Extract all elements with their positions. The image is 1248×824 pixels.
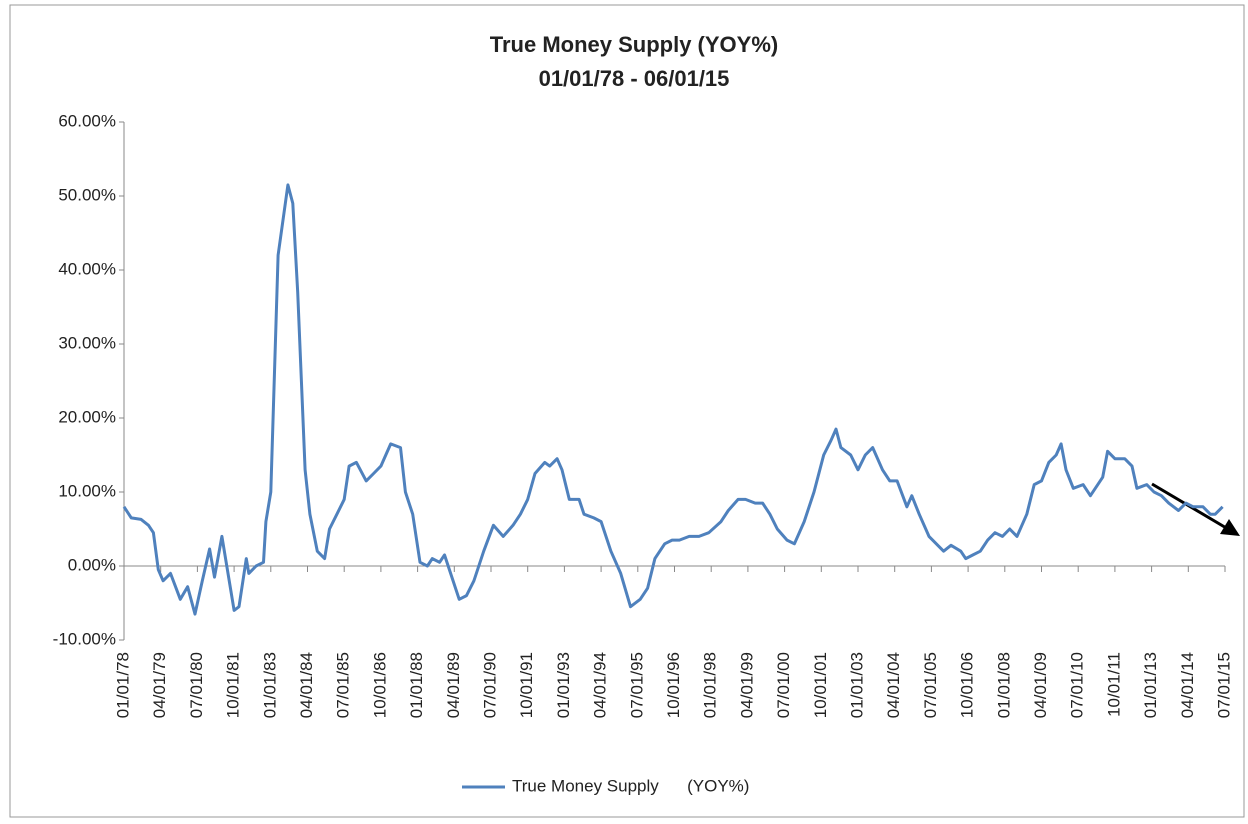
x-tick-label: 04/01/09 (1031, 652, 1050, 718)
y-tick-label: 30.00% (58, 333, 116, 352)
x-tick-label: 10/01/91 (517, 652, 536, 718)
x-tick-label: 01/01/03 (847, 652, 866, 718)
x-tick-label: 04/01/84 (297, 652, 316, 718)
x-tick-label: 10/01/86 (370, 652, 389, 718)
x-tick-label: 07/01/85 (334, 652, 353, 718)
x-tick-label: 07/01/80 (187, 652, 206, 718)
y-tick-label: 50.00% (58, 185, 116, 204)
chart-subtitle: 01/01/78 - 06/01/15 (539, 66, 730, 91)
chart-frame (9, 4, 1245, 818)
x-tick-label: 01/01/78 (113, 652, 132, 718)
x-tick-label: 01/01/88 (407, 652, 426, 718)
x-tick-label: 04/01/99 (737, 652, 756, 718)
y-tick-label: 40.00% (58, 259, 116, 278)
x-tick-label: 04/01/89 (444, 652, 463, 718)
x-tick-label: 10/01/01 (811, 652, 830, 718)
x-tick-label: 04/01/79 (150, 652, 169, 718)
x-tick-label: 04/01/14 (1178, 652, 1197, 718)
x-tick-label: 01/01/13 (1141, 652, 1160, 718)
y-tick-label: 10.00% (58, 481, 116, 500)
y-tick-label: 20.00% (58, 407, 116, 426)
legend-label: True Money Supply (YOY%) (512, 776, 749, 795)
y-tick-label: 60.00% (58, 111, 116, 130)
x-tick-label: 01/01/93 (554, 652, 573, 718)
x-tick-label: 10/01/96 (664, 652, 683, 718)
data-line (122, 183, 1224, 616)
y-tick-label: -10.00% (53, 629, 116, 648)
x-tick-label: 10/01/81 (224, 652, 243, 718)
x-tick-label: 07/01/05 (921, 652, 940, 718)
x-tick-label: 01/01/08 (994, 652, 1013, 718)
x-tick-label: 07/01/15 (1214, 652, 1233, 718)
x-tick-label: 07/01/90 (480, 652, 499, 718)
chart-title: True Money Supply (YOY%) (490, 32, 778, 57)
x-tick-label: 04/01/04 (884, 652, 903, 718)
y-tick-label: 0.00% (68, 555, 116, 574)
x-tick-label: 07/01/10 (1068, 652, 1087, 718)
x-tick-label: 07/01/00 (774, 652, 793, 718)
x-tick-label: 10/01/11 (1104, 652, 1123, 717)
x-tick-label: 01/01/83 (260, 652, 279, 718)
trend-arrow-head (1220, 519, 1240, 536)
x-tick-label: 01/01/98 (701, 652, 720, 718)
x-tick-label: 04/01/94 (591, 652, 610, 718)
x-tick-label: 07/01/95 (627, 652, 646, 718)
x-tick-label: 10/01/06 (958, 652, 977, 718)
